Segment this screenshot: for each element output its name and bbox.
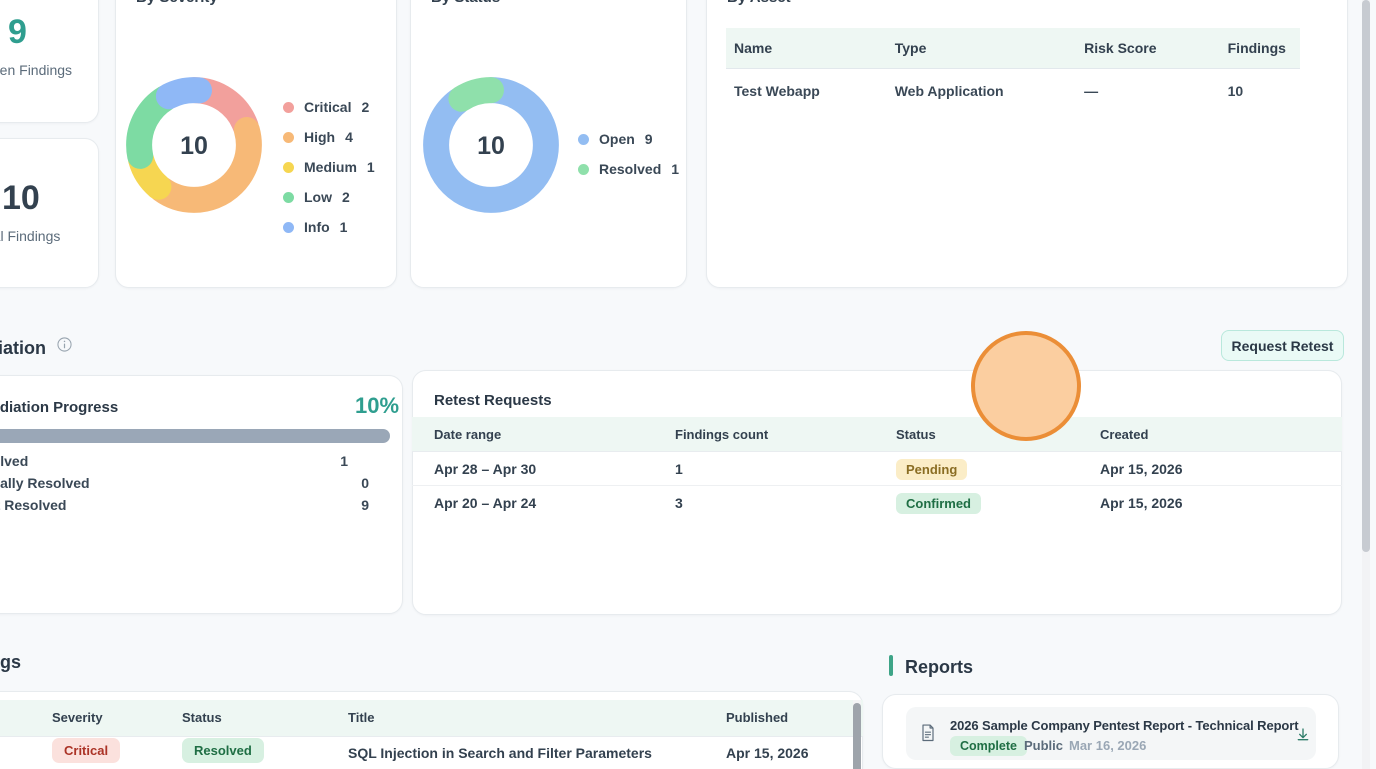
svg-text:10: 10	[180, 132, 208, 160]
svg-text:10: 10	[477, 132, 505, 160]
